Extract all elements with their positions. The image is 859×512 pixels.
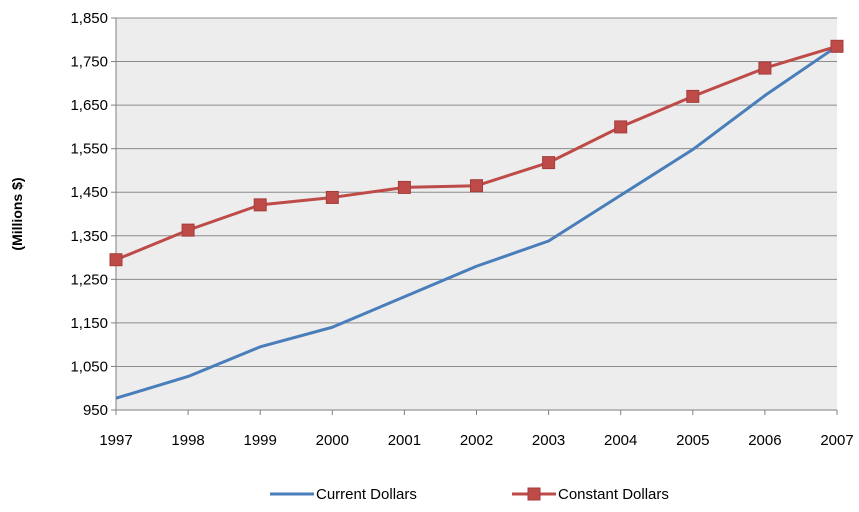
y-axis-label: (Millions $) [9, 177, 25, 250]
data-point-marker [542, 156, 556, 170]
data-point-marker [686, 89, 700, 103]
y-tick-label: 1,050 [70, 358, 108, 375]
plot-area [116, 18, 837, 410]
legend-label: Current Dollars [316, 486, 417, 503]
data-point-marker [109, 253, 123, 267]
y-tick-label: 1,150 [70, 315, 108, 332]
data-point-marker [470, 179, 483, 193]
x-tick-label: 2003 [532, 432, 565, 449]
series-line-1 [115, 45, 838, 400]
data-point-marker [325, 190, 339, 204]
x-tick-label: 2005 [676, 432, 709, 449]
y-tick-label: 1,350 [70, 228, 108, 245]
data-point-marker [830, 39, 844, 53]
x-tick-label: 2007 [820, 432, 853, 449]
x-tick-label: 2006 [748, 432, 781, 449]
legend-swatch-marker [527, 487, 541, 501]
x-tick-labels: 1997 1998 1999 2000 2001 2002 2003 2004 2005 2006… [99, 410, 854, 449]
gridlines [111, 17, 837, 411]
data-point-marker [181, 223, 195, 237]
x-tick-label: 1999 [244, 432, 277, 449]
y-tick-label: 950 [83, 402, 108, 419]
data-point-marker [758, 61, 772, 75]
y-tick-labels: 950 1,050 1,150 1,250 1,350 1,450 1,550 1,650 1,… [70, 10, 108, 419]
y-tick-label: 1,750 [70, 54, 108, 71]
x-tick-label: 2001 [388, 432, 421, 449]
y-tick-label: 1,550 [70, 141, 108, 158]
x-tick-label: 2002 [460, 432, 493, 449]
x-tick-label: 2004 [604, 432, 637, 449]
data-point-marker [253, 198, 267, 212]
data-point-marker [614, 120, 628, 134]
x-tick-label: 2000 [316, 432, 349, 449]
y-tick-label: 1,450 [70, 184, 108, 201]
y-tick-label: 1,650 [70, 97, 108, 114]
x-tick-label: 1998 [171, 432, 204, 449]
y-tick-label: 1,850 [70, 10, 108, 27]
legend-label: Constant Dollars [558, 486, 669, 503]
x-tick-label: 1997 [99, 432, 132, 449]
y-tick-label: 1,250 [70, 271, 108, 288]
data-point-marker [397, 180, 411, 194]
series-group [109, 39, 844, 400]
legend: Current Dollars Constant Dollars [270, 486, 669, 503]
